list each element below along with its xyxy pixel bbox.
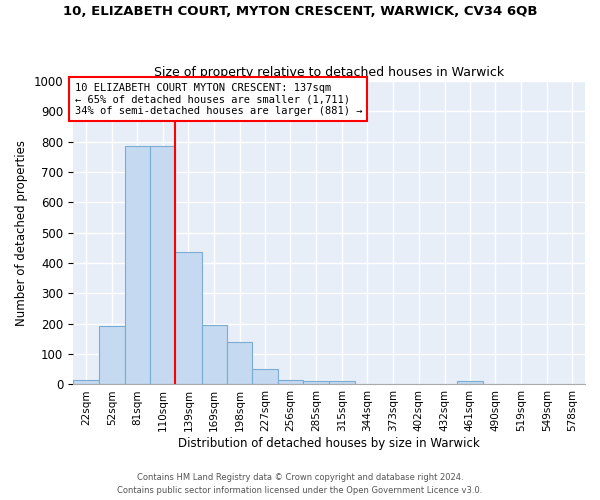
Bar — [303, 382, 329, 384]
Bar — [457, 382, 482, 384]
Bar — [175, 252, 202, 384]
Bar — [125, 146, 150, 384]
Bar — [202, 325, 227, 384]
Bar — [73, 380, 99, 384]
Text: Contains HM Land Registry data © Crown copyright and database right 2024.
Contai: Contains HM Land Registry data © Crown c… — [118, 474, 482, 495]
Title: Size of property relative to detached houses in Warwick: Size of property relative to detached ho… — [154, 66, 504, 78]
Bar — [253, 370, 278, 384]
Text: 10 ELIZABETH COURT MYTON CRESCENT: 137sqm
← 65% of detached houses are smaller (: 10 ELIZABETH COURT MYTON CRESCENT: 137sq… — [74, 82, 362, 116]
Bar — [99, 326, 125, 384]
X-axis label: Distribution of detached houses by size in Warwick: Distribution of detached houses by size … — [178, 437, 480, 450]
Text: 10, ELIZABETH COURT, MYTON CRESCENT, WARWICK, CV34 6QB: 10, ELIZABETH COURT, MYTON CRESCENT, WAR… — [63, 5, 537, 18]
Bar — [227, 342, 253, 384]
Bar — [278, 380, 303, 384]
Bar — [329, 382, 355, 384]
Bar — [150, 146, 175, 384]
Y-axis label: Number of detached properties: Number of detached properties — [15, 140, 28, 326]
